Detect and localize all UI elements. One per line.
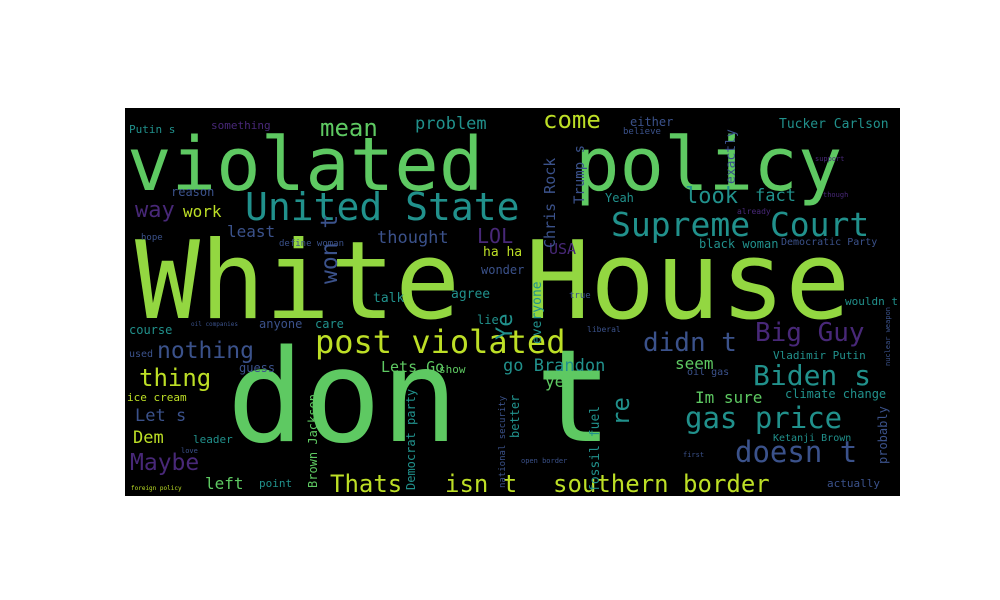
word-didnt: didn t [643,328,737,358]
word-point: point [259,477,293,490]
word-maybe: Maybe [130,450,200,476]
word-problem: problem [415,114,487,134]
word-love: love [181,447,198,455]
word-either: either [630,115,674,129]
word-ha-ha: ha ha [483,245,523,260]
word-seem: seem [675,354,714,373]
word-oil-companies: oil companies [191,321,238,328]
word-black-woman: black woman [699,237,779,251]
word-policy: policy [575,122,843,208]
word-wouldnt: wouldn t [845,295,898,308]
word-democratic-party: Democratic Party [781,237,878,248]
word-oil-gas: oil gas [687,367,730,378]
word-tucker-carlson: Tucker Carlson [779,117,889,132]
word-fossil-fuel: fossil fuel [588,405,603,492]
word-united-state: United State [245,185,520,229]
word-reason: reason [171,185,215,199]
word-chris-rock: Chris Rock [541,157,559,248]
word-come: come [543,108,601,134]
word-violated: violated [127,122,484,208]
word-nuclear-weapon: nuclear weapon [884,306,892,366]
word-lets-go: Lets Go [381,358,445,376]
word-already: already [737,207,771,216]
word-ice-cream: ice cream [127,391,187,404]
word-thats: Thats [330,470,403,496]
word-supreme-court: Supreme Court [611,205,870,244]
word-nothing: nothing [157,338,254,364]
word-southern-border: southern border [553,470,770,496]
word-agree: agree [451,287,491,302]
word-exactly: exactly [724,129,739,184]
word-big-guy: Big Guy [755,318,865,348]
word-white-house: White House [135,219,851,344]
word-isnt: isn t [445,470,518,496]
word-actually: actually [827,477,880,490]
word-go-brandon: go Brandon [503,356,606,376]
word-leader: leader [193,433,233,446]
word-open-border: open border [521,457,568,465]
word-vladimir-putin: Vladimir Putin [773,349,866,362]
word-doesnt: doesn t [735,435,858,469]
word-least: least [227,222,276,241]
word-something: something [211,119,271,132]
word-work: work [183,202,222,221]
word-though: though [823,191,849,199]
word-first: first [683,451,705,459]
word-course: course [129,323,173,337]
word-way: way [135,198,175,223]
word-lie: lie [477,313,499,327]
word-brown-jackson: Brown Jackson [306,394,320,488]
word-mean: mean [320,114,378,142]
word-yeah: Yeah [605,191,634,205]
word-climate-change: climate change [785,387,887,401]
word-thought: thought [377,228,449,248]
word-care: care [315,317,344,331]
word-post-violated: post violated [315,323,566,361]
word-believe: believe [623,127,661,137]
word-putins: Putin s [129,123,176,136]
word-everyone: everyone [530,281,545,344]
word-dont: don t [227,323,613,472]
word-ketanji-brown: Ketanji Brown [773,433,852,444]
word-usa: USA [549,240,577,258]
word-lets: Let s [135,406,187,426]
word-democrat-party: Democrat party [404,388,418,490]
word-left: left [205,474,244,493]
word-better: better [508,394,522,438]
word-look: look [685,184,738,209]
word-trumps: Trump s [572,144,588,204]
word-gas-price: gas price [685,401,843,435]
word-hope: hope [141,233,163,243]
word-cloud: White House don t violated policy United… [125,108,900,496]
word-true: true [569,291,591,301]
word-liberal: liberal [587,325,621,334]
word-yet: yet [545,372,574,391]
word-used: used [129,349,154,360]
word-wont: won t [317,214,343,284]
word-anyone: anyone [259,317,303,331]
word-foreign-policy: foreign policy [131,485,182,492]
word-bidens: Biden s [753,359,872,392]
word-wonder: wonder [481,263,525,277]
word-define-woman: define woman [279,239,345,249]
word-show: show [439,363,466,376]
word-thing: thing [139,364,212,392]
word-im-sure: Im sure [695,388,763,407]
word-lol: LOL [477,224,514,248]
word-fact: fact [755,186,796,206]
word-re: re [607,397,635,426]
word-support: support [815,155,845,163]
word-talk: talk [373,291,405,306]
word-dem: Dem [133,428,164,448]
word-national-security: national security [498,395,508,488]
word-guess: guess [239,361,276,375]
word-probably: probably [876,406,890,464]
